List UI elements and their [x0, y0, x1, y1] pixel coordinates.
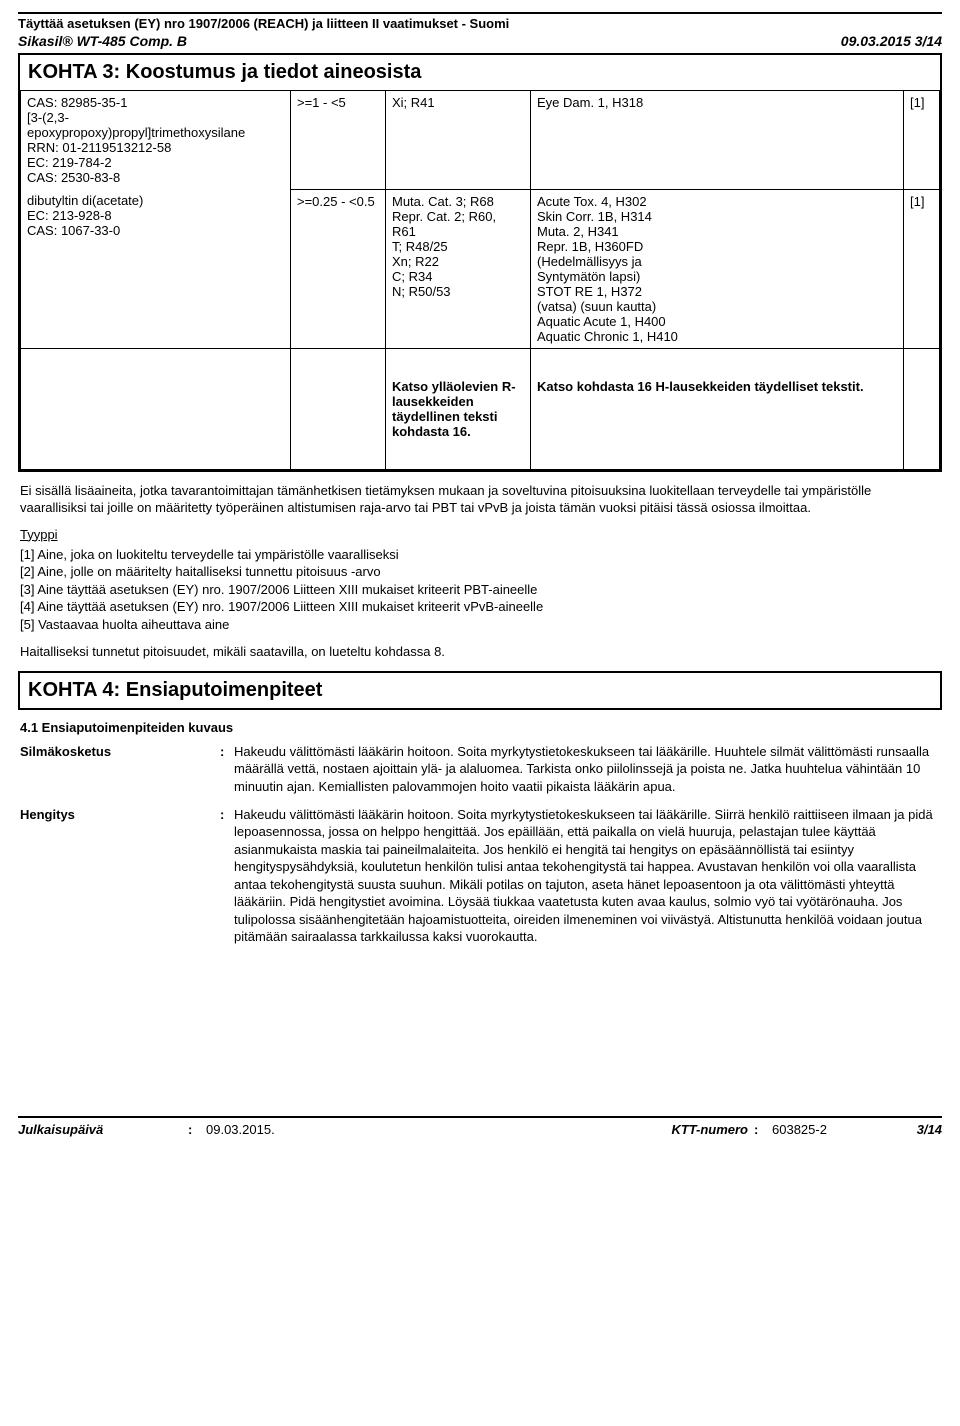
narrative-p1: Ei sisällä lisäaineita, jotka tavarantoi… [20, 482, 940, 517]
ktt-label: KTT-numero [624, 1122, 754, 1137]
dsd-cell: Xi; R41 [386, 91, 531, 190]
product-name: Sikasil® WT-485 Comp. B [18, 33, 187, 49]
type-heading: Tyyppi [20, 527, 940, 542]
table-note-row: Katso ylläolevien R-lausekkeiden täydell… [21, 348, 940, 469]
measure-text: Hakeudu välittömästi lääkärin hoitoon. S… [234, 806, 940, 946]
dsd-note: Katso ylläolevien R-lausekkeiden täydell… [386, 348, 531, 469]
section-3-box: KOHTA 3: Koostumus ja tiedot aineosista … [18, 55, 942, 472]
measure-row: Silmäkosketus : Hakeudu välittömästi lää… [20, 743, 940, 796]
compliance-line: Täyttää asetuksen (EY) nro 1907/2006 (RE… [18, 14, 942, 31]
section-3-title: KOHTA 3: Koostumus ja tiedot aineosista [20, 55, 940, 90]
type-list: [1] Aine, joka on luokiteltu terveydelle… [20, 546, 940, 634]
clp-cell: Acute Tox. 4, H302 Skin Corr. 1B, H314 M… [531, 189, 904, 348]
measure-text: Hakeudu välittömästi lääkärin hoitoon. S… [234, 743, 940, 796]
pub-label: Julkaisupäivä [18, 1122, 188, 1137]
type-item: [1] Aine, joka on luokiteltu terveydelle… [20, 546, 940, 564]
empty-cell [291, 348, 386, 469]
measure-label: Hengitys [20, 806, 220, 946]
ref-cell: [1] [904, 189, 940, 348]
page-footer: Julkaisupäivä : 09.03.2015. KTT-numero :… [18, 1116, 942, 1137]
narrative-block: Ei sisällä lisäaineita, jotka tavarantoi… [20, 482, 940, 517]
colon: : [188, 1122, 206, 1137]
page-num: 3/14 [882, 1122, 942, 1137]
identifiers-cell: dibutyltin di(acetate) EC: 213-928-8 CAS… [21, 189, 291, 348]
dsd-cell: Muta. Cat. 3; R68 Repr. Cat. 2; R60, R61… [386, 189, 531, 348]
product-header: Sikasil® WT-485 Comp. B 09.03.2015 3/14 [18, 31, 942, 53]
type-item: [5] Vastaavaa huolta aiheuttava aine [20, 616, 940, 634]
conc-cell: >=1 - <5 [291, 91, 386, 190]
ktt-value: 603825-2 [772, 1122, 882, 1137]
section-4-box: KOHTA 4: Ensiaputoimenpiteet [18, 671, 942, 710]
measure-label: Silmäkosketus [20, 743, 220, 796]
section-4-sub: 4.1 Ensiaputoimenpiteiden kuvaus [20, 720, 940, 735]
empty-cell [904, 348, 940, 469]
clp-note: Katso kohdasta 16 H-lausekkeiden täydell… [531, 348, 904, 469]
empty-cell [21, 348, 291, 469]
page-date: 09.03.2015 3/14 [841, 33, 942, 49]
table-row: dibutyltin di(acetate) EC: 213-928-8 CAS… [21, 189, 940, 348]
conc-cell: >=0.25 - <0.5 [291, 189, 386, 348]
section-4-title: KOHTA 4: Ensiaputoimenpiteet [20, 673, 940, 708]
pub-value: 09.03.2015. [206, 1122, 624, 1137]
composition-table: CAS: 82985-35-1 [3-(2,3-epoxypropoxy)pro… [20, 90, 940, 470]
colon: : [220, 806, 234, 946]
identifiers-cell: CAS: 82985-35-1 [3-(2,3-epoxypropoxy)pro… [21, 91, 291, 190]
narrative-p2: Haitalliseksi tunnetut pitoisuudet, mikä… [20, 643, 940, 661]
type-item: [4] Aine täyttää asetuksen (EY) nro. 190… [20, 598, 940, 616]
colon: : [754, 1122, 772, 1137]
narrative-p2-block: Haitalliseksi tunnetut pitoisuudet, mikä… [20, 643, 940, 661]
clp-cell: Eye Dam. 1, H318 [531, 91, 904, 190]
ref-cell: [1] [904, 91, 940, 190]
type-item: [2] Aine, jolle on määritelty haitallise… [20, 563, 940, 581]
measure-row: Hengitys : Hakeudu välittömästi lääkärin… [20, 806, 940, 946]
colon: : [220, 743, 234, 796]
type-item: [3] Aine täyttää asetuksen (EY) nro. 190… [20, 581, 940, 599]
table-row: CAS: 82985-35-1 [3-(2,3-epoxypropoxy)pro… [21, 91, 940, 190]
